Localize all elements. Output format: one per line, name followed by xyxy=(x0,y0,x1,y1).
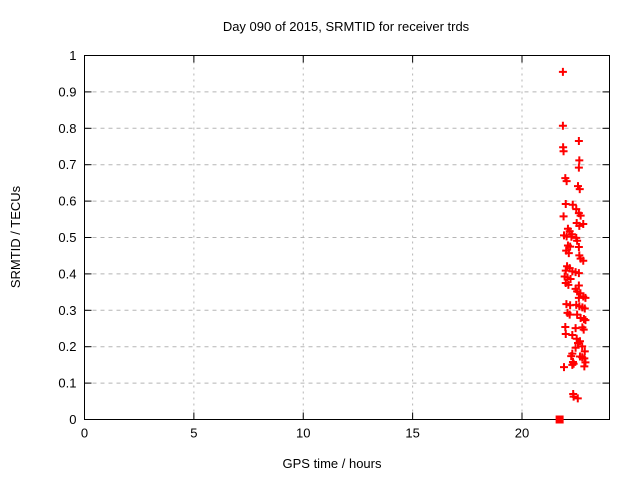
y-tick-label: 0 xyxy=(69,412,76,427)
data-point-plus xyxy=(581,358,590,367)
y-tick-label: 0.5 xyxy=(58,230,76,245)
data-point-plus xyxy=(569,392,578,401)
data-point-plus xyxy=(571,324,580,333)
data-point-plus xyxy=(564,280,573,289)
y-tick-label: 0.1 xyxy=(58,376,76,391)
data-point-plus xyxy=(576,211,585,220)
data-point-plus xyxy=(581,293,590,302)
data-point-plus xyxy=(566,242,575,251)
x-tick-label: 10 xyxy=(296,426,310,441)
data-point-plus xyxy=(561,200,570,209)
data-point-plus xyxy=(568,200,577,209)
data-point-plus xyxy=(579,325,588,334)
data-point-plus xyxy=(574,339,582,348)
data-point-plus xyxy=(578,342,587,351)
gridlines xyxy=(84,55,610,420)
data-point-plus xyxy=(574,163,583,172)
y-tick-label: 0.9 xyxy=(58,84,76,99)
data-point-plus xyxy=(579,256,588,265)
y-tick-label: 0.4 xyxy=(58,266,76,281)
data-point-plus xyxy=(568,331,577,340)
y-tick-label: 0.2 xyxy=(58,339,76,354)
x-tick-label: 0 xyxy=(81,426,88,441)
data-point-plus xyxy=(575,156,584,165)
data-point-plus xyxy=(569,359,578,368)
data-point-plus xyxy=(568,360,577,369)
data-point-plus xyxy=(574,137,583,146)
y-tick-label: 1 xyxy=(69,48,76,63)
data-point-plus xyxy=(575,221,584,230)
x-tick-label: 15 xyxy=(405,426,419,441)
y-tick-label: 0.8 xyxy=(58,121,76,136)
data-point-plus xyxy=(580,362,589,371)
data-point-plus xyxy=(559,212,568,221)
data-point-plus xyxy=(558,121,567,130)
data-point-plus xyxy=(567,232,576,241)
axis-ticks xyxy=(84,55,610,420)
data-point-plus xyxy=(566,274,575,283)
data-point-plus xyxy=(574,242,583,251)
data-point-plus xyxy=(580,304,589,313)
data-point-square xyxy=(555,415,564,424)
data-point-plus xyxy=(580,347,589,356)
y-tick-label: 0.7 xyxy=(58,157,76,172)
data-point-plus xyxy=(580,354,589,363)
data-point-plus xyxy=(573,236,582,245)
frame-rect xyxy=(84,55,610,420)
data-point-plus xyxy=(562,300,571,309)
data-point-plus xyxy=(574,269,583,278)
data-point-plus xyxy=(575,185,584,194)
plot-frame xyxy=(84,55,610,420)
y-tick-label: 0.6 xyxy=(58,194,76,209)
data-point-plus xyxy=(562,177,571,186)
data-points xyxy=(555,67,590,424)
data-point-plus xyxy=(560,363,568,372)
plot-title: Day 090 of 2015, SRMTID for receiver trd… xyxy=(223,19,470,34)
tick-labels: 0 5 10 15 20 0 0.1 0.2 0.3 0.4 0.5 0.6 0.7 0.8 0.9 1 xyxy=(58,48,529,441)
y-axis-label: SRMTID / TECUs xyxy=(8,185,23,288)
data-point-plus xyxy=(559,147,568,156)
data-point-plus xyxy=(571,343,580,352)
data-point-plus xyxy=(561,323,570,332)
x-axis-label: GPS time / hours xyxy=(283,456,382,471)
data-point-plus xyxy=(579,315,588,324)
data-point-plus xyxy=(567,352,576,361)
data-point-plus xyxy=(565,310,574,319)
x-tick-label: 20 xyxy=(515,426,529,441)
data-point-plus xyxy=(558,67,567,76)
data-point-plus xyxy=(581,316,590,325)
data-point-plus xyxy=(561,329,570,338)
y-tick-label: 0.3 xyxy=(58,303,76,318)
data-point-plus xyxy=(573,394,582,403)
x-tick-label: 5 xyxy=(190,426,197,441)
data-point-plus xyxy=(564,249,573,258)
data-point-plus xyxy=(572,205,581,214)
